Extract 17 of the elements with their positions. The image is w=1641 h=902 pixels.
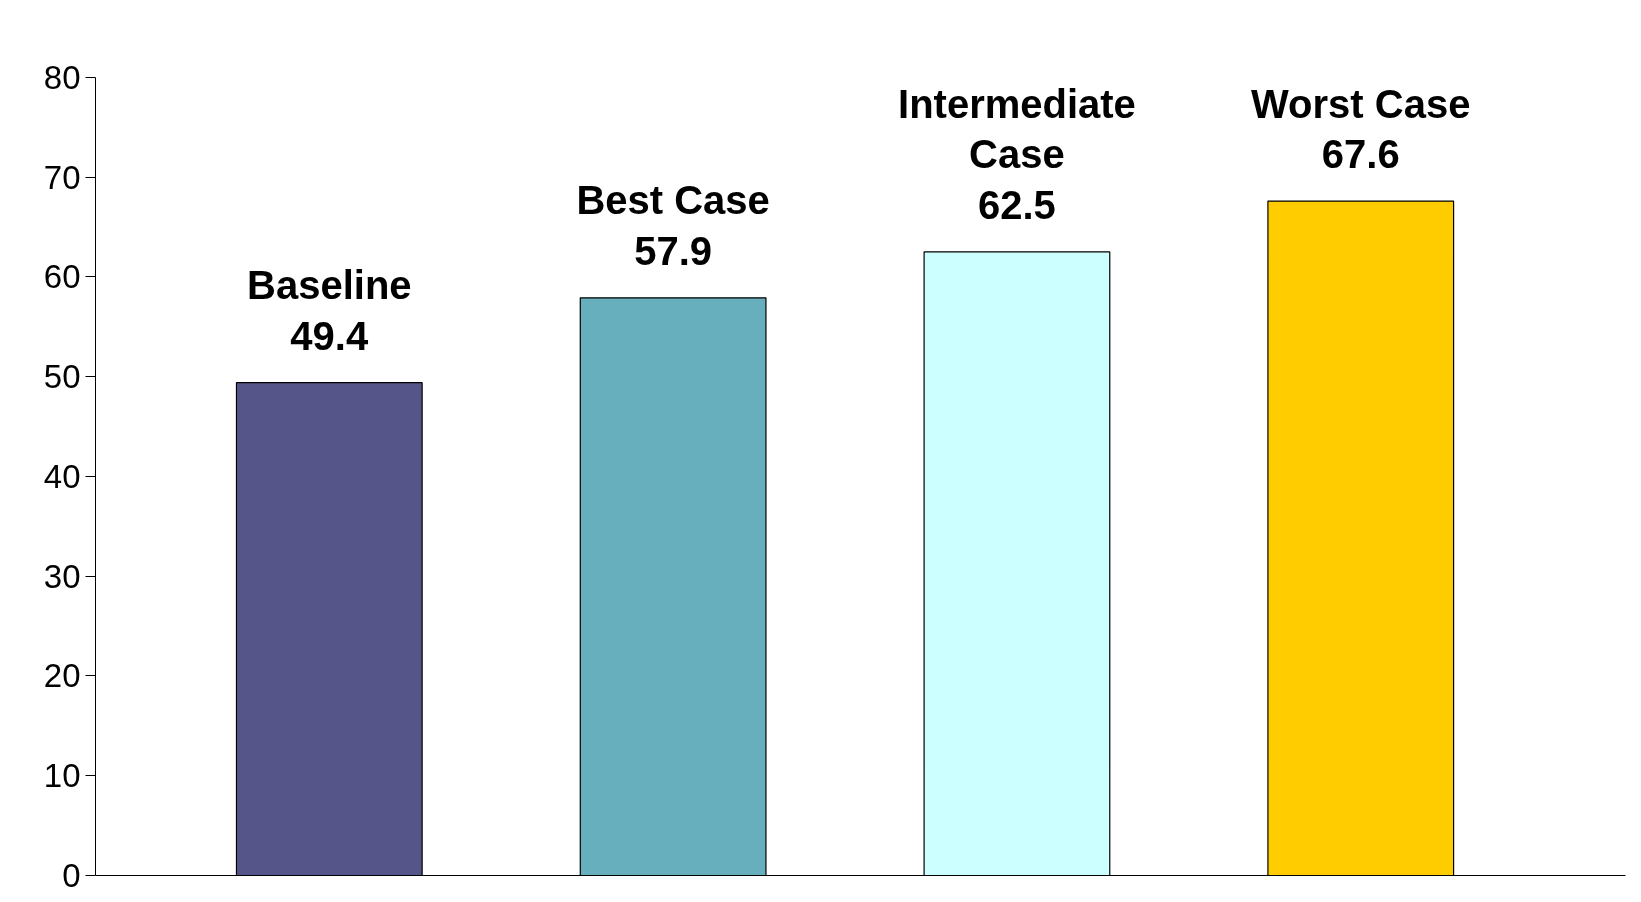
data-label: 67.6 [1321,132,1400,177]
data-label: 57.9 [634,228,713,273]
y-tick-label: 30 [43,557,81,595]
x-tick-label: Baseline [247,263,412,308]
y-tick-label: 20 [43,657,81,695]
y-tick-label: 0 [62,857,81,894]
y-tick-label: 10 [43,757,81,795]
x-tick-label: Best Case [576,178,770,223]
data-label: 62.5 [978,182,1056,227]
y-tick-label: 60 [43,258,81,296]
y-tick-label: 50 [43,358,81,396]
x-tick-label: Intermediate Case [898,81,1136,177]
y-tick-label: 70 [43,158,81,196]
data-label: 49.4 [290,313,369,358]
y-tick-label: 80 [43,58,81,96]
x-tick-label: Worst Case [1251,81,1471,126]
y-tick-label: 40 [43,457,81,495]
